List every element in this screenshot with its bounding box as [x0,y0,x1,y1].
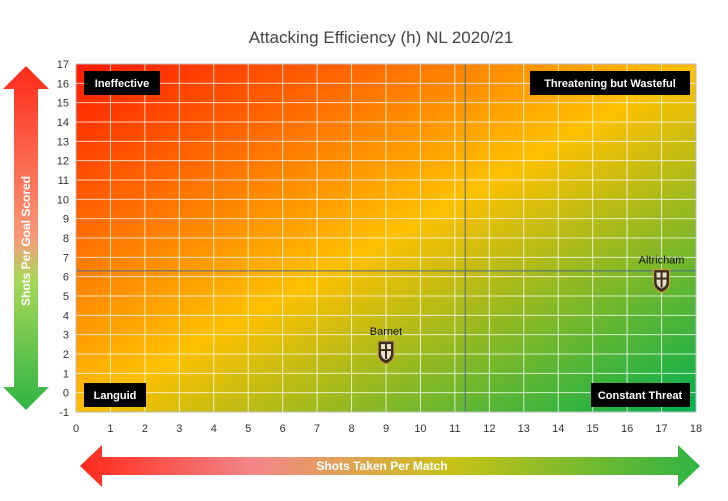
quadrant-label-top-left: Ineffective [84,71,160,95]
x-tick-label-1: 1 [107,423,113,435]
y-tick-label-11: 10 [57,194,69,206]
y-tick-label-10: 9 [63,214,69,226]
x-tick-label-11: 11 [449,423,460,435]
x-tick-label-9: 9 [383,423,389,435]
x-tick-label-4: 4 [211,423,217,435]
plot-border [75,63,697,413]
x-tick-label-16: 16 [621,423,633,435]
y-tick-label-3: 2 [63,349,69,361]
y-tick-label-6: 5 [63,291,69,303]
x-tick-labels: 0 1 2 3 4 5 6 7 8 9 10 11 12 13 14 15 16 17 18 [73,423,702,435]
y-tick-label-18: 17 [57,59,69,71]
data-point-barnet: Barnet [370,326,402,365]
quadrant-text-bottom-right: Constant Threat [598,390,683,402]
y-tick-label-15: 14 [57,117,69,129]
y-tick-label-8: 7 [63,252,69,264]
y-tick-label-9: 8 [63,233,69,245]
x-axis-arrow: Shots Taken Per Match [80,445,700,487]
x-tick-label-10: 10 [414,423,426,435]
quadrant-label-top-right: Threatening but Wasteful [530,71,690,95]
data-point-label: Barnet [370,326,402,338]
x-tick-label-17: 17 [655,423,667,435]
x-tick-label-15: 15 [587,423,599,435]
x-tick-label-5: 5 [245,423,251,435]
club-crest-icon [652,268,671,294]
chart-title: Attacking Efficiency (h) NL 2020/21 [249,28,514,47]
x-tick-label-18: 18 [690,423,702,435]
quadrant-label-bottom-right: Constant Threat [591,383,690,407]
y-tick-label-4: 3 [63,330,69,342]
data-point-label: Altricham [639,255,685,267]
y-tick-label-17: 16 [57,78,69,90]
quadrant-text-top-right: Threatening but Wasteful [544,78,676,90]
x-tick-label-6: 6 [280,423,286,435]
y-tick-label-5: 4 [63,310,69,322]
y-tick-label-0: -1 [59,407,69,419]
y-tick-label-2: 1 [63,368,69,380]
x-tick-label-8: 8 [348,423,354,435]
x-tick-label-0: 0 [73,423,79,435]
data-points: Barnet Altricham [370,255,685,365]
x-tick-label-7: 7 [314,423,320,435]
y-axis-label: Shots Per Goal Scored [19,176,33,306]
x-tick-label-2: 2 [142,423,148,435]
quadrant-text-top-left: Ineffective [95,78,149,90]
x-axis-label: Shots Taken Per Match [316,459,447,473]
y-tick-label-7: 6 [63,272,69,284]
y-tick-label-12: 11 [58,175,69,187]
quadrant-text-bottom-left: Languid [94,390,137,402]
x-tick-label-14: 14 [552,423,564,435]
y-tick-label-13: 12 [57,156,69,168]
x-tick-label-13: 13 [518,423,530,435]
y-axis-arrow: Shots Per Goal Scored [3,66,49,410]
club-crest-icon [377,340,395,365]
y-tick-label-1: 0 [63,388,69,400]
x-tick-label-3: 3 [176,423,182,435]
y-tick-label-16: 15 [57,98,69,110]
quadrant-label-bottom-left: Languid [84,383,146,407]
reference-lines [76,64,696,412]
data-point-altricham: Altricham [639,255,685,294]
y-tick-label-14: 13 [57,136,69,148]
x-tick-label-12: 12 [483,423,495,435]
